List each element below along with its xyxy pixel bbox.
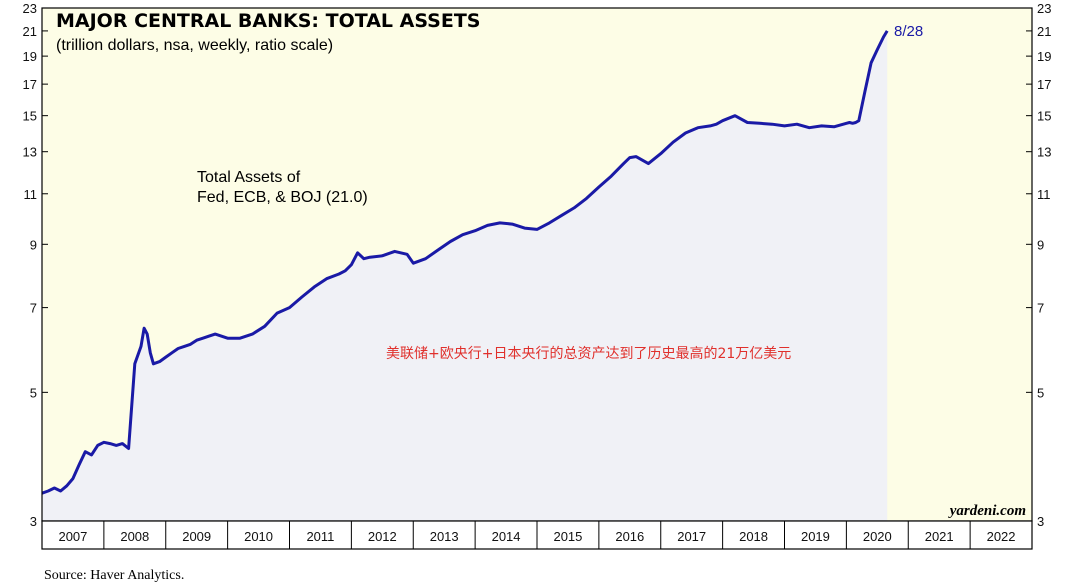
- y-tick-label-right-5: 13: [1037, 145, 1051, 160]
- x-tick-label-2021: 2021: [925, 529, 954, 544]
- y-tick-label-right-8: 19: [1037, 49, 1051, 64]
- y-tick-label-left-9: 21: [23, 24, 37, 39]
- y-tick-label-right-1: 5: [1037, 385, 1044, 400]
- x-tick-label-2011: 2011: [306, 529, 334, 544]
- chart-subtitle: (trillion dollars, nsa, weekly, ratio sc…: [56, 37, 333, 54]
- y-tick-label-right-6: 15: [1037, 109, 1051, 124]
- y-tick-label-left-8: 19: [23, 49, 37, 64]
- series-label-line-1: Total Assets of: [197, 169, 301, 186]
- x-axis-ticks: 2007 2008 2009 2010 2011 2012 2013 2014 2015 2016…: [58, 521, 1016, 549]
- x-tick-label-2012: 2012: [368, 529, 397, 544]
- y-tick-label-left-6: 15: [23, 109, 37, 124]
- y-tick-label-right-0: 3: [1037, 514, 1044, 529]
- y-tick-label-left-4: 11: [24, 187, 38, 202]
- y-tick-label-left-0: 3: [30, 514, 37, 529]
- x-tick-label-2010: 2010: [244, 529, 273, 544]
- y-tick-label-left-5: 13: [23, 145, 37, 160]
- y-tick-label-left-2: 7: [30, 301, 37, 316]
- x-tick-label-2014: 2014: [492, 529, 521, 544]
- series-label-line-2: Fed, ECB, & BOJ (21.0): [197, 189, 368, 206]
- x-tick-label-2016: 2016: [615, 529, 644, 544]
- series-line-total-assets: [41, 30, 889, 495]
- x-tick-label-2015: 2015: [553, 529, 582, 544]
- x-tick-label-2009: 2009: [182, 529, 211, 544]
- x-tick-label-2007: 2007: [58, 529, 87, 544]
- y-tick-label-right-3: 9: [1037, 237, 1044, 252]
- chart-annotation: 美联储+欧央行+日本央行的总资产达到了历史最高的21万亿美元: [386, 345, 791, 362]
- y-tick-label-right-9: 21: [1037, 24, 1051, 39]
- y-tick-label-right-4: 11: [1037, 187, 1051, 202]
- y-axis-ticks: 3 3 5 5 7 7 9 9 11 11 13 13 15 15 17 17 19 19 21 21 23 23: [23, 1, 1052, 529]
- y-tick-label-left-7: 17: [23, 77, 37, 92]
- y-tick-label-left-1: 5: [30, 385, 37, 400]
- x-tick-label-2017: 2017: [677, 529, 706, 544]
- y-tick-label-right-7: 17: [1037, 77, 1051, 92]
- x-tick-label-2022: 2022: [987, 529, 1016, 544]
- series-area-fill: [42, 30, 888, 522]
- y-tick-label-right-2: 7: [1037, 301, 1044, 316]
- chart-title: MAJOR CENTRAL BANKS: TOTAL ASSETS: [56, 10, 481, 32]
- x-tick-label-2008: 2008: [120, 529, 149, 544]
- brand-watermark: yardeni.com: [948, 503, 1026, 519]
- y-tick-label-right-10: 23: [1037, 1, 1051, 16]
- x-tick-label-2013: 2013: [430, 529, 459, 544]
- y-tick-label-left-3: 9: [30, 237, 37, 252]
- y-tick-label-left-10: 23: [23, 1, 37, 16]
- source-note: Source: Haver Analytics.: [44, 568, 184, 583]
- series-end-label: 8/28: [894, 23, 923, 40]
- x-tick-label-2019: 2019: [801, 529, 830, 544]
- x-tick-label-2018: 2018: [739, 529, 768, 544]
- x-tick-label-2020: 2020: [863, 529, 892, 544]
